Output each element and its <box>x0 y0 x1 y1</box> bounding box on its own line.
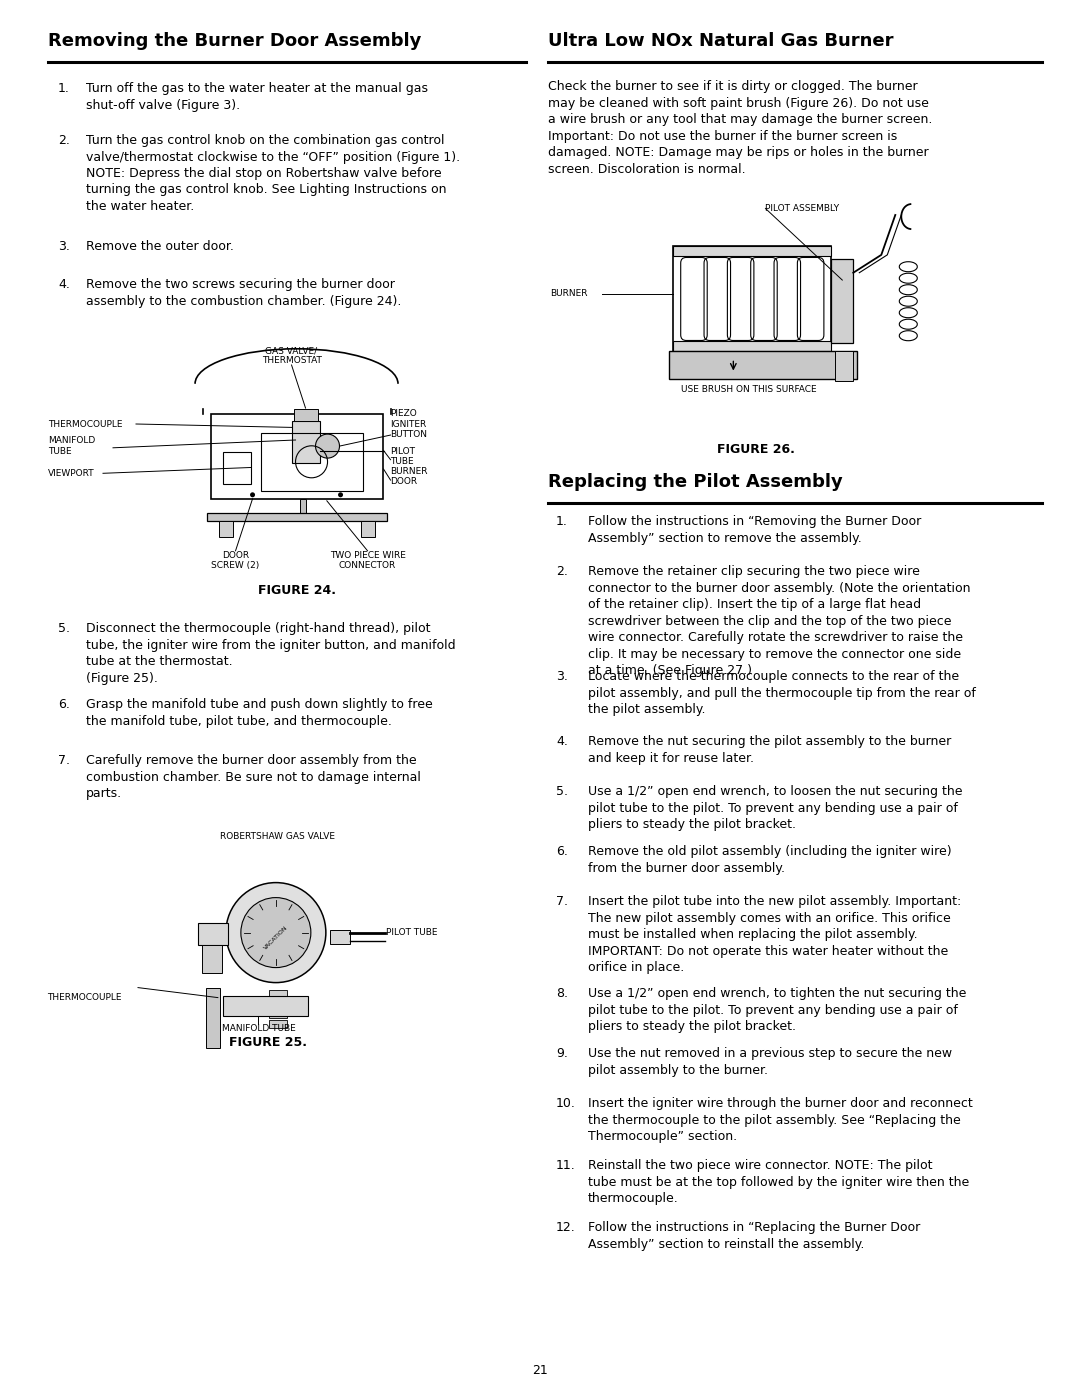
Text: Use a 1/2” open end wrench, to loosen the nut securing the
pilot tube to the pil: Use a 1/2” open end wrench, to loosen th… <box>588 785 962 831</box>
Text: 21: 21 <box>532 1363 548 1377</box>
Text: VIEWPORT: VIEWPORT <box>48 469 95 478</box>
Text: Follow the instructions in “Removing the Burner Door
Assembly” section to remove: Follow the instructions in “Removing the… <box>588 515 921 545</box>
Bar <box>329 929 350 943</box>
Bar <box>269 1010 287 1017</box>
Text: GAS VALVE/
THERMOSTAT: GAS VALVE/ THERMOSTAT <box>261 346 322 366</box>
Bar <box>222 451 251 483</box>
Text: PIEZO
IGNITER
BUTTON: PIEZO IGNITER BUTTON <box>391 409 428 439</box>
Text: PILOT
TUBE: PILOT TUBE <box>391 447 416 467</box>
Text: Disconnect the thermocouple (right-hand thread), pilot
tube, the igniter wire fr: Disconnect the thermocouple (right-hand … <box>86 622 456 685</box>
Bar <box>832 258 853 344</box>
Text: Carefully remove the burner door assembly from the
combustion chamber. Be sure n: Carefully remove the burner door assembl… <box>86 754 421 800</box>
Text: Ultra Low NOx Natural Gas Burner: Ultra Low NOx Natural Gas Burner <box>548 32 893 50</box>
Circle shape <box>315 434 339 458</box>
Bar <box>292 420 320 462</box>
Text: Use a 1/2” open end wrench, to tighten the nut securing the
pilot tube to the pi: Use a 1/2” open end wrench, to tighten t… <box>588 988 967 1032</box>
Text: PILOT ASSEMBLY: PILOT ASSEMBLY <box>766 204 839 212</box>
Text: 2.: 2. <box>556 564 568 578</box>
Bar <box>361 521 375 536</box>
Circle shape <box>226 883 326 982</box>
Text: MANIFOLD TUBE: MANIFOLD TUBE <box>221 1024 296 1032</box>
Text: Turn off the gas to the water heater at the manual gas
shut-off valve (Figure 3): Turn off the gas to the water heater at … <box>86 82 428 112</box>
Bar <box>269 1020 287 1028</box>
Text: 1.: 1. <box>556 515 568 528</box>
Circle shape <box>251 492 255 497</box>
Text: 2.: 2. <box>58 134 70 147</box>
Circle shape <box>338 492 343 497</box>
Text: Locate where the thermocouple connects to the rear of the
pilot assembly, and pu: Locate where the thermocouple connects t… <box>588 671 976 717</box>
Text: Grasp the manifold tube and push down slightly to free
the manifold tube, pilot : Grasp the manifold tube and push down sl… <box>86 698 433 728</box>
Text: Removing the Burner Door Assembly: Removing the Burner Door Assembly <box>48 32 421 50</box>
Bar <box>673 246 832 352</box>
Text: BURNER: BURNER <box>550 289 588 298</box>
Text: ROBERTSHAW GAS VALVE: ROBERTSHAW GAS VALVE <box>220 833 336 841</box>
Bar <box>211 414 382 499</box>
Text: PILOT TUBE: PILOT TUBE <box>386 928 437 937</box>
Text: 4.: 4. <box>58 278 70 291</box>
Text: 3.: 3. <box>556 671 568 683</box>
Text: FIGURE 24.: FIGURE 24. <box>257 584 336 597</box>
Text: BURNER
DOOR: BURNER DOOR <box>391 467 428 486</box>
Text: TWO PIECE WIRE
CONNECTOR: TWO PIECE WIRE CONNECTOR <box>329 550 405 570</box>
Bar <box>198 922 228 944</box>
Bar <box>835 352 853 381</box>
Text: Insert the pilot tube into the new pilot assembly. Important:
The new pilot asse: Insert the pilot tube into the new pilot… <box>588 895 961 974</box>
Text: 6.: 6. <box>58 698 70 711</box>
Text: Remove the two screws securing the burner door
assembly to the combustion chambe: Remove the two screws securing the burne… <box>86 278 402 307</box>
Bar <box>673 341 832 352</box>
Text: Remove the nut securing the pilot assembly to the burner
and keep it for reuse l: Remove the nut securing the pilot assemb… <box>588 735 951 764</box>
Text: Remove the outer door.: Remove the outer door. <box>86 240 234 253</box>
Text: Turn the gas control knob on the combination gas control
valve/thermostat clockw: Turn the gas control knob on the combina… <box>86 134 460 212</box>
Text: VACATION: VACATION <box>262 925 288 950</box>
Text: 10.: 10. <box>556 1097 576 1111</box>
Text: THERMOCOUPLE: THERMOCOUPLE <box>48 419 122 429</box>
Text: 12.: 12. <box>556 1221 576 1234</box>
Text: THERMOCOUPLE: THERMOCOUPLE <box>48 993 121 1002</box>
Text: Replacing the Pilot Assembly: Replacing the Pilot Assembly <box>548 474 842 490</box>
Circle shape <box>241 898 311 968</box>
Text: DOOR
SCREW (2): DOOR SCREW (2) <box>212 550 259 570</box>
Text: 5.: 5. <box>58 622 70 636</box>
Text: 8.: 8. <box>556 988 568 1000</box>
Text: Reinstall the two piece wire connector. NOTE: The pilot
tube must be at the top : Reinstall the two piece wire connector. … <box>588 1160 969 1206</box>
Text: Follow the instructions in “Replacing the Burner Door
Assembly” section to reins: Follow the instructions in “Replacing th… <box>588 1221 920 1250</box>
Text: 1.: 1. <box>58 82 70 95</box>
Bar <box>294 409 318 420</box>
Bar <box>218 521 232 536</box>
Text: 6.: 6. <box>556 845 568 858</box>
Bar <box>673 246 832 257</box>
Text: USE BRUSH ON THIS SURFACE: USE BRUSH ON THIS SURFACE <box>681 386 816 394</box>
Bar <box>269 1000 287 1007</box>
Text: 3.: 3. <box>58 240 70 253</box>
Bar <box>269 989 287 997</box>
Text: 9.: 9. <box>556 1046 568 1060</box>
Bar <box>260 433 363 490</box>
Text: MANIFOLD
TUBE: MANIFOLD TUBE <box>48 436 95 455</box>
Text: Check the burner to see if it is dirty or clogged. The burner
may be cleaned wit: Check the burner to see if it is dirty o… <box>548 80 932 176</box>
Text: 7.: 7. <box>58 754 70 767</box>
Text: FIGURE 25.: FIGURE 25. <box>229 1037 307 1049</box>
Text: 4.: 4. <box>556 735 568 747</box>
Bar <box>300 499 306 517</box>
Text: FIGURE 26.: FIGURE 26. <box>716 443 795 455</box>
Text: Use the nut removed in a previous step to secure the new
pilot assembly to the b: Use the nut removed in a previous step t… <box>588 1046 953 1077</box>
Bar <box>202 944 221 972</box>
Bar <box>206 988 220 1048</box>
Text: 5.: 5. <box>556 785 568 798</box>
Bar <box>222 996 308 1016</box>
Bar <box>206 513 387 521</box>
Text: Remove the old pilot assembly (including the igniter wire)
from the burner door : Remove the old pilot assembly (including… <box>588 845 951 875</box>
Text: 7.: 7. <box>556 895 568 908</box>
Text: Remove the retainer clip securing the two piece wire
connector to the burner doo: Remove the retainer clip securing the tw… <box>588 564 971 678</box>
Text: 11.: 11. <box>556 1160 576 1172</box>
Text: Insert the igniter wire through the burner door and reconnect
the thermocouple t: Insert the igniter wire through the burn… <box>588 1097 973 1143</box>
Bar <box>670 352 858 380</box>
